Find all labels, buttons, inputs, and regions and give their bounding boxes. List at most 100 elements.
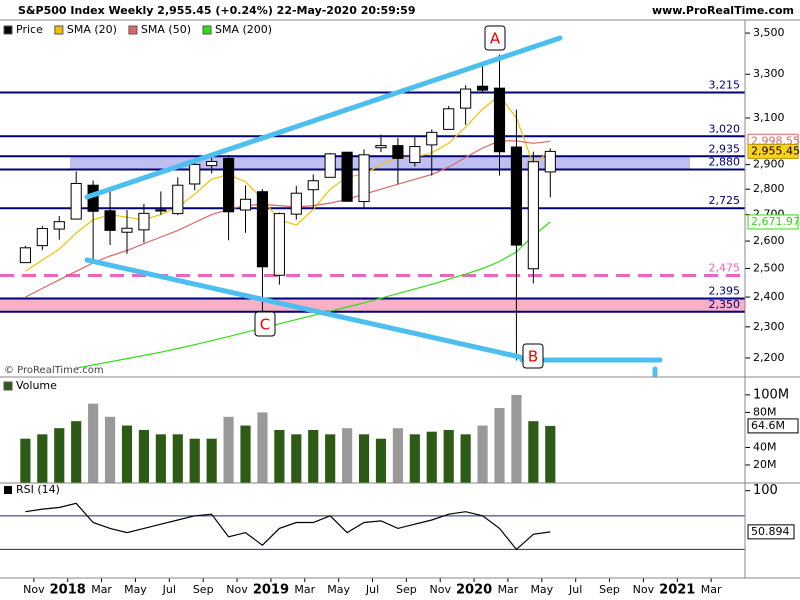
volume-bar xyxy=(121,425,133,483)
x-tick-label: Mar xyxy=(701,583,722,596)
x-tick-label: May xyxy=(327,583,350,596)
candle-body xyxy=(510,146,523,246)
x-tick-label: 2021 xyxy=(659,583,695,598)
annotation: A xyxy=(490,30,501,48)
candle-body xyxy=(409,146,421,163)
x-tick-label: 2019 xyxy=(253,583,289,598)
volume-bar xyxy=(426,431,437,483)
candle-body xyxy=(324,153,336,178)
last-value-label: 64.6M xyxy=(751,419,785,432)
annotation-box xyxy=(522,343,544,369)
volume-bar xyxy=(342,428,353,483)
candle-body xyxy=(443,108,455,130)
level-label: 3,215 xyxy=(709,78,741,91)
volume-bar xyxy=(545,425,556,483)
level-label: 2,350 xyxy=(709,298,741,311)
volume-bar xyxy=(274,429,285,483)
candle-body xyxy=(19,247,31,264)
candle-body xyxy=(239,198,252,211)
annotation-box xyxy=(484,25,506,51)
band xyxy=(0,298,745,312)
x-tick-label: May xyxy=(530,583,553,596)
last-value-label: 50.894 xyxy=(751,525,790,538)
candle-body xyxy=(493,87,506,153)
x-tick-label: Jul xyxy=(365,583,379,596)
legend-swatch xyxy=(202,25,212,35)
candle-body xyxy=(53,221,65,230)
y-tick-label: 80M xyxy=(753,405,777,418)
x-tick-label: Sep xyxy=(396,583,417,596)
volume-bar xyxy=(172,434,183,483)
volume-bar xyxy=(88,403,99,483)
legend-label: SMA (50) xyxy=(141,23,191,36)
trendline xyxy=(84,35,563,200)
x-tick-label: Nov xyxy=(429,583,451,596)
candle-body xyxy=(392,145,404,159)
sma-line xyxy=(76,221,551,369)
candle-body xyxy=(527,161,539,270)
legend-swatch xyxy=(4,486,12,494)
rsi-line xyxy=(25,502,551,551)
volume-bar xyxy=(358,434,370,483)
legend-swatch xyxy=(3,381,13,391)
candle-body xyxy=(273,213,285,276)
legend-label: SMA (200) xyxy=(215,23,272,36)
y-tick-label: 2,400 xyxy=(753,290,785,303)
trendlines xyxy=(84,35,663,378)
candle-body xyxy=(290,192,302,215)
y-tick-label: 100M xyxy=(753,387,789,402)
volume-bar xyxy=(375,438,387,483)
last-value-tag xyxy=(747,143,799,159)
annotation-box xyxy=(254,311,276,337)
x-tick-label: Nov xyxy=(226,583,248,596)
volume-bar xyxy=(257,412,268,483)
watermark: © ProRealTime.com xyxy=(4,365,104,376)
x-tick-label: Mar xyxy=(294,583,315,596)
volume-bar xyxy=(104,416,116,483)
x-tick-label: Mar xyxy=(498,583,519,596)
x-tick-label: Nov xyxy=(23,583,45,596)
level-label: 2,935 xyxy=(709,142,741,155)
candle-body xyxy=(544,150,556,173)
level-label: 2,395 xyxy=(709,285,741,298)
volume-bar xyxy=(477,425,488,483)
volume-bar xyxy=(189,438,200,483)
candle-body xyxy=(172,184,184,215)
last-value-tag xyxy=(747,524,795,540)
volume-bar xyxy=(138,429,149,483)
band xyxy=(70,156,690,170)
x-tick-label: May xyxy=(124,583,147,596)
candle-body xyxy=(341,151,353,202)
panel-label: Volume xyxy=(16,379,57,392)
last-value-label: 2,671.97 xyxy=(751,215,800,228)
site-link[interactable]: www.ProRealTime.com xyxy=(652,4,794,17)
candle-body xyxy=(375,145,387,149)
volume-bar xyxy=(308,429,319,483)
y-tick-label: 2,600 xyxy=(753,234,785,247)
candle-body xyxy=(155,209,167,212)
sma-line xyxy=(25,140,551,298)
volume-bar xyxy=(392,428,403,483)
volume-bar xyxy=(206,438,217,483)
legend-label: Price xyxy=(16,23,43,36)
y-tick-label: 2,200 xyxy=(753,351,785,364)
y-tick-label: 3,300 xyxy=(753,67,785,80)
volume-bar xyxy=(443,429,454,483)
volume-bar xyxy=(511,394,522,483)
x-tick-label: Jul xyxy=(568,583,582,596)
y-tick-label: 3,100 xyxy=(753,111,785,124)
x-tick-label: 2020 xyxy=(456,583,492,598)
volume-bar xyxy=(528,421,539,483)
annotation: C xyxy=(260,316,270,334)
volume-bar xyxy=(223,416,234,483)
y-tick-label: 2,500 xyxy=(753,261,785,274)
panel-label: RSI (14) xyxy=(16,483,60,496)
y-tick-label: 40M xyxy=(753,440,777,453)
chart-title: S&P500 Index Weekly 2,955.45 (+0.24%) 22… xyxy=(18,4,415,17)
annotation: B xyxy=(528,348,538,366)
candle-body xyxy=(70,182,82,220)
trendline xyxy=(84,257,523,360)
volume-bar xyxy=(20,438,31,483)
y-tick-label: 20M xyxy=(753,458,777,471)
